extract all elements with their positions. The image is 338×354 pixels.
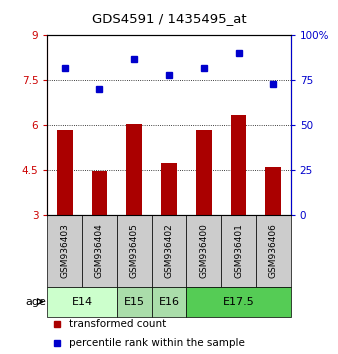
Bar: [256, 215, 291, 287]
Bar: [186, 287, 291, 316]
Text: E16: E16: [159, 297, 179, 307]
Text: GSM936401: GSM936401: [234, 223, 243, 278]
Text: E17.5: E17.5: [223, 297, 255, 307]
Text: age: age: [26, 297, 47, 307]
Bar: [161, 162, 177, 215]
Text: GSM936403: GSM936403: [60, 223, 69, 278]
Text: GSM936402: GSM936402: [165, 223, 173, 278]
Bar: [126, 124, 142, 215]
Text: transformed count: transformed count: [69, 319, 167, 329]
Bar: [117, 287, 152, 316]
Bar: [47, 215, 82, 287]
Bar: [47, 287, 117, 316]
Text: GDS4591 / 1435495_at: GDS4591 / 1435495_at: [92, 12, 246, 25]
Bar: [152, 287, 186, 316]
Bar: [117, 215, 152, 287]
Text: GSM936406: GSM936406: [269, 223, 278, 278]
Text: E15: E15: [124, 297, 145, 307]
Bar: [92, 171, 107, 215]
Bar: [265, 167, 281, 215]
Bar: [186, 215, 221, 287]
Text: GSM936400: GSM936400: [199, 223, 208, 278]
Text: GSM936404: GSM936404: [95, 223, 104, 278]
Bar: [152, 215, 186, 287]
Bar: [196, 130, 212, 215]
Text: GSM936405: GSM936405: [130, 223, 139, 278]
Bar: [82, 215, 117, 287]
Bar: [221, 215, 256, 287]
Bar: [57, 130, 73, 215]
Bar: [231, 115, 246, 215]
Text: E14: E14: [72, 297, 93, 307]
Text: percentile rank within the sample: percentile rank within the sample: [69, 338, 245, 348]
